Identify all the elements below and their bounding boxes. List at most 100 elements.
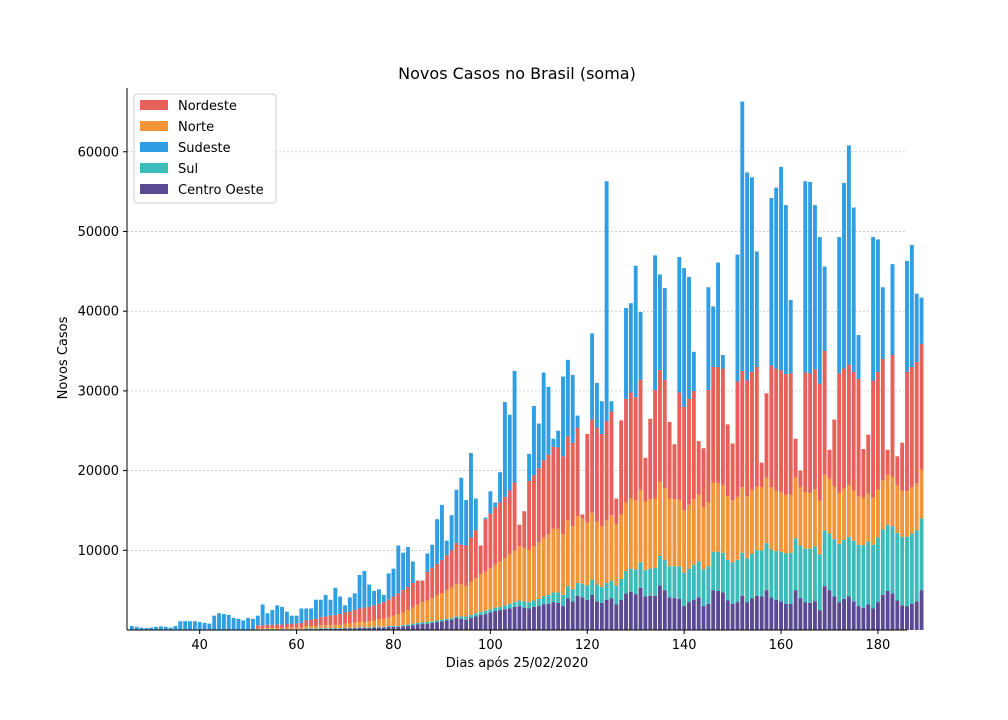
bar-nordeste bbox=[372, 605, 377, 621]
legend-box bbox=[133, 93, 277, 204]
bar-norte bbox=[328, 625, 333, 629]
bar-sul bbox=[662, 559, 667, 591]
bar-nordeste bbox=[328, 615, 333, 626]
bar-sudeste bbox=[275, 605, 280, 625]
bar-sudeste bbox=[507, 414, 512, 491]
bar-norte bbox=[435, 595, 439, 621]
bar-norte bbox=[493, 564, 498, 608]
bar-sul bbox=[565, 586, 570, 599]
bar-sul bbox=[754, 550, 759, 596]
bar-sul bbox=[585, 585, 590, 600]
bar-sudeste bbox=[396, 545, 401, 594]
bar-sudeste bbox=[154, 626, 159, 630]
bar-sul bbox=[764, 543, 769, 591]
bar-nordeste bbox=[711, 366, 716, 483]
bar-centro-oeste bbox=[875, 602, 880, 630]
bar-sudeste bbox=[129, 626, 134, 630]
bar-centro-oeste bbox=[609, 598, 614, 630]
bar-norte bbox=[512, 550, 517, 603]
bar-norte bbox=[410, 607, 415, 624]
bar-nordeste bbox=[740, 370, 745, 488]
bar-norte bbox=[430, 598, 435, 622]
bar-norte bbox=[842, 488, 846, 540]
bar-nordeste bbox=[890, 355, 895, 477]
bar-sudeste bbox=[546, 386, 551, 455]
bar-nordeste bbox=[323, 616, 328, 626]
bar-sudeste bbox=[221, 614, 226, 630]
bar-norte bbox=[730, 500, 735, 563]
bar-sudeste bbox=[391, 568, 396, 597]
bar-centro-oeste bbox=[352, 628, 357, 630]
bar-centro-oeste bbox=[890, 593, 895, 630]
bar-sul bbox=[783, 553, 788, 604]
bar-nordeste bbox=[284, 624, 289, 628]
bar-nordeste bbox=[493, 507, 498, 565]
bar-sudeste bbox=[754, 251, 759, 367]
bar-norte bbox=[832, 486, 837, 540]
bar-sudeste bbox=[488, 491, 493, 514]
bar-sudeste bbox=[653, 255, 658, 391]
bar-nordeste bbox=[657, 370, 662, 482]
bar-norte bbox=[638, 489, 643, 563]
bar-nordeste bbox=[624, 398, 628, 503]
bar-sudeste bbox=[202, 622, 207, 630]
bar-centro-oeste bbox=[643, 596, 648, 630]
bar-sul bbox=[580, 583, 585, 598]
bar-sul bbox=[643, 570, 648, 597]
bar-centro-oeste bbox=[880, 594, 885, 630]
bar-centro-oeste bbox=[779, 601, 783, 630]
bar-sul bbox=[846, 536, 851, 597]
bar-sul bbox=[817, 554, 822, 611]
bar-sul bbox=[827, 533, 832, 591]
bar-norte bbox=[309, 626, 314, 629]
bar-sul bbox=[328, 628, 333, 629]
bar-centro-oeste bbox=[803, 602, 808, 630]
bar-sudeste bbox=[687, 276, 691, 399]
bar-nordeste bbox=[343, 612, 347, 624]
bar-sudeste bbox=[197, 622, 202, 630]
bar-nordeste bbox=[425, 571, 430, 601]
bar-nordeste bbox=[469, 537, 473, 583]
bar-centro-oeste bbox=[638, 587, 643, 630]
bar-nordeste bbox=[754, 366, 759, 487]
bar-norte bbox=[774, 490, 779, 552]
bar-sul bbox=[464, 616, 469, 620]
bar-norte bbox=[725, 496, 730, 560]
bar-nordeste bbox=[309, 619, 314, 627]
bar-nordeste bbox=[294, 623, 299, 628]
bar-norte bbox=[590, 512, 595, 580]
bar-norte bbox=[599, 526, 604, 587]
bar-centro-oeste bbox=[619, 599, 624, 630]
bar-nordeste bbox=[406, 586, 410, 611]
bar-sudeste bbox=[677, 256, 682, 393]
bar-sul bbox=[875, 537, 880, 603]
bar-sul bbox=[730, 562, 735, 604]
bar-sul bbox=[352, 627, 357, 629]
bar-sudeste bbox=[318, 599, 323, 618]
bar-nordeste bbox=[488, 513, 493, 569]
bar-nordeste bbox=[750, 371, 754, 490]
bar-centro-oeste bbox=[415, 624, 420, 630]
bar-norte bbox=[396, 614, 401, 627]
bar-sudeste bbox=[439, 504, 444, 560]
bar-nordeste bbox=[289, 623, 294, 628]
bar-sul bbox=[677, 566, 682, 599]
bar-sul bbox=[905, 536, 909, 607]
bar-sudeste bbox=[362, 571, 367, 608]
bar-nordeste bbox=[793, 438, 798, 477]
bar-norte bbox=[352, 622, 357, 628]
bar-sudeste bbox=[188, 621, 192, 630]
bar-centro-oeste bbox=[425, 623, 430, 630]
bar-nordeste bbox=[507, 490, 512, 555]
bar-sudeste bbox=[919, 297, 924, 344]
bar-centro-oeste bbox=[372, 627, 377, 630]
bar-norte bbox=[565, 520, 570, 587]
bar-centro-oeste bbox=[333, 628, 338, 630]
bar-norte bbox=[575, 516, 580, 583]
bar-sudeste bbox=[551, 438, 556, 447]
bar-sudeste bbox=[638, 311, 643, 380]
bar-nordeste bbox=[304, 620, 309, 627]
bar-sudeste bbox=[406, 547, 410, 587]
bar-sul bbox=[347, 627, 352, 629]
bar-sul bbox=[856, 544, 861, 607]
